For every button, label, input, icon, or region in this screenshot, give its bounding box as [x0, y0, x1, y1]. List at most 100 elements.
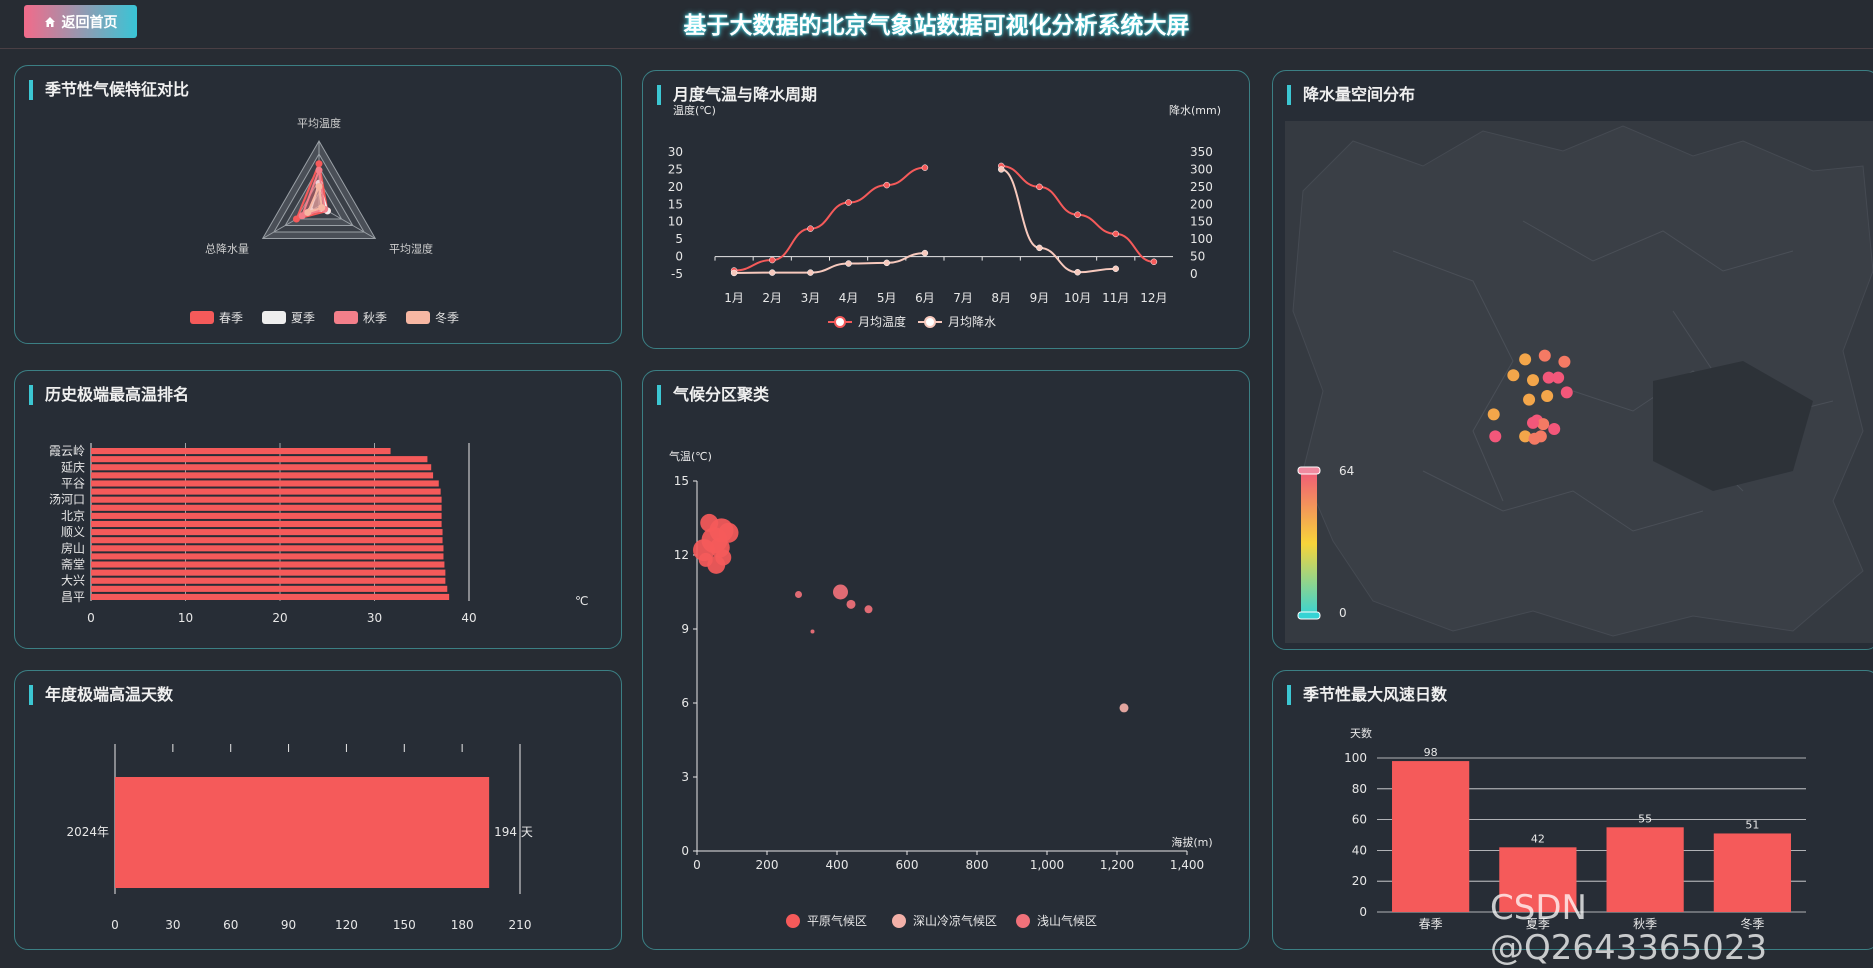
series-point — [883, 181, 890, 189]
station-point — [1527, 374, 1539, 387]
station-point — [1560, 386, 1573, 399]
home-icon — [44, 16, 55, 27]
y-tick-right: 50 — [1190, 250, 1205, 264]
series-line-月均降水 — [1000, 168, 1116, 274]
legend-marker — [786, 914, 800, 928]
series-point — [883, 259, 890, 267]
radar-point — [292, 215, 300, 223]
legend-label-秋季: 秋季 — [363, 311, 387, 325]
x-tick-label: 7月 — [953, 291, 973, 305]
x-tick-label: 400 — [826, 858, 849, 872]
map-region — [1292, 125, 1873, 637]
legend-swatch — [262, 311, 286, 324]
scatter-point — [709, 537, 730, 558]
station-point — [1489, 430, 1502, 443]
y-tick-left: 0 — [675, 250, 683, 264]
y-tick-left: 20 — [668, 180, 683, 194]
station-point — [1487, 408, 1500, 421]
series-point — [1074, 211, 1081, 218]
series-point — [1036, 183, 1043, 191]
wind-value-label: 51 — [1745, 818, 1759, 831]
map-border — [1422, 470, 1704, 532]
scatter-point — [718, 522, 739, 543]
y-tick-label: 60 — [1352, 813, 1367, 827]
legend-label-浅山气候区: 浅山气候区 — [1037, 913, 1097, 928]
rank-label: 房山 — [61, 540, 85, 555]
wind-bar — [1499, 847, 1577, 912]
rank-label: 斋堂 — [61, 557, 85, 572]
panel-title-annual: 年度极端高温天数 — [29, 685, 173, 705]
x-tick-label: 0 — [693, 858, 701, 872]
visual-map-handle-top — [1297, 466, 1321, 475]
precip-map[interactable]: 64 0 — [1273, 71, 1873, 651]
legend-label-月均温度: 月均温度 — [858, 314, 906, 329]
rank-label: 霞云岭 — [49, 444, 85, 458]
panel-title-map: 降水量空间分布 — [1287, 85, 1415, 105]
wind-value-label: 98 — [1424, 746, 1438, 759]
station-point — [1542, 371, 1555, 384]
x-tick-label: 1,400 — [1170, 858, 1204, 872]
series-point — [1036, 244, 1043, 252]
station-point — [1541, 390, 1554, 402]
x-tick-label: 30 — [367, 611, 382, 625]
y-axis-label: 气温(℃) — [669, 449, 712, 463]
x-tick-label: 30 — [165, 918, 180, 932]
x-tick-label: 0 — [87, 611, 95, 625]
radar-point — [315, 160, 323, 168]
rank-label: 延庆 — [61, 460, 85, 474]
x-tick-label: 1,000 — [1030, 858, 1064, 872]
legend-label-夏季: 夏季 — [291, 311, 315, 325]
series-point — [921, 249, 929, 257]
series-point — [1150, 258, 1158, 266]
y-tick-label: 6 — [681, 696, 689, 710]
rank-bar — [91, 488, 441, 495]
wind-category-label: 夏季 — [1526, 917, 1550, 931]
y-tick-right: 300 — [1190, 162, 1213, 176]
y-tick-left: 30 — [668, 145, 683, 159]
home-button-label: 返回首页 — [61, 14, 118, 31]
station-point — [1552, 371, 1565, 384]
x-unit-label: ℃ — [575, 594, 588, 608]
top-bar: 返回首页 基于大数据的北京气象站数据可视化分析系统大屏 — [0, 0, 1873, 49]
watermark: CSDN @Q2643365023 — [1490, 888, 1768, 968]
y-tick-right: 0 — [1190, 267, 1198, 281]
x-axis-label: 海拔(m) — [1171, 835, 1212, 849]
x-tick-label: 10 — [178, 611, 193, 625]
panel-title-cluster: 气候分区聚类 — [657, 385, 769, 405]
rank-bar — [91, 448, 391, 455]
rank-label: 昌平 — [61, 590, 85, 604]
annual-bar — [115, 777, 490, 888]
rank-bar — [91, 585, 448, 592]
station-point — [1537, 418, 1550, 431]
series-point — [769, 256, 776, 264]
wind-bar — [1606, 827, 1684, 912]
wind-bar — [1392, 761, 1470, 912]
rank-bar — [91, 496, 442, 503]
y-tick-label: 40 — [1352, 843, 1367, 857]
radar-indicator-label: 平均湿度 — [389, 242, 433, 256]
rank-bar — [91, 456, 428, 463]
wind-category-label: 秋季 — [1633, 917, 1657, 931]
x-tick-label: 1月 — [724, 291, 744, 305]
y-axis-right-label: 降水(mm) — [1169, 103, 1221, 117]
rank-label: 北京 — [61, 509, 85, 523]
rank-bar — [91, 520, 442, 528]
page-title: 基于大数据的北京气象站数据可视化分析系统大屏 — [683, 13, 1190, 39]
wind-bar — [1713, 833, 1791, 912]
home-button[interactable]: 返回首页 — [24, 5, 137, 38]
station-point — [1519, 430, 1532, 443]
climate-cluster-panel: 气候分区聚类 气温(℃) 0 3 6 9 12 15 0 200 400 600 800 1,000 1,… — [642, 370, 1250, 950]
annual-days-chart: 0 30 60 90 120 150 180 210 2024年 194 天 — [66, 744, 533, 932]
annual-extreme-days-panel: 年度极端高温天数 0 30 60 90 120 150 180 210 2024年 194 天 — [14, 670, 622, 950]
y-tick-right: 350 — [1190, 145, 1213, 159]
radar-series-冬季 — [305, 182, 323, 215]
radar-point — [315, 166, 323, 174]
x-tick-label: 8月 — [991, 291, 1011, 305]
legend-swatch — [334, 311, 358, 324]
series-point — [1112, 230, 1119, 238]
series-point — [1112, 265, 1119, 273]
series-point — [730, 269, 738, 277]
radar-indicator-label: 总降水量 — [205, 242, 249, 256]
panel-title-wind: 季节性最大风速日数 — [1287, 685, 1447, 705]
wind-value-label: 42 — [1531, 832, 1545, 845]
